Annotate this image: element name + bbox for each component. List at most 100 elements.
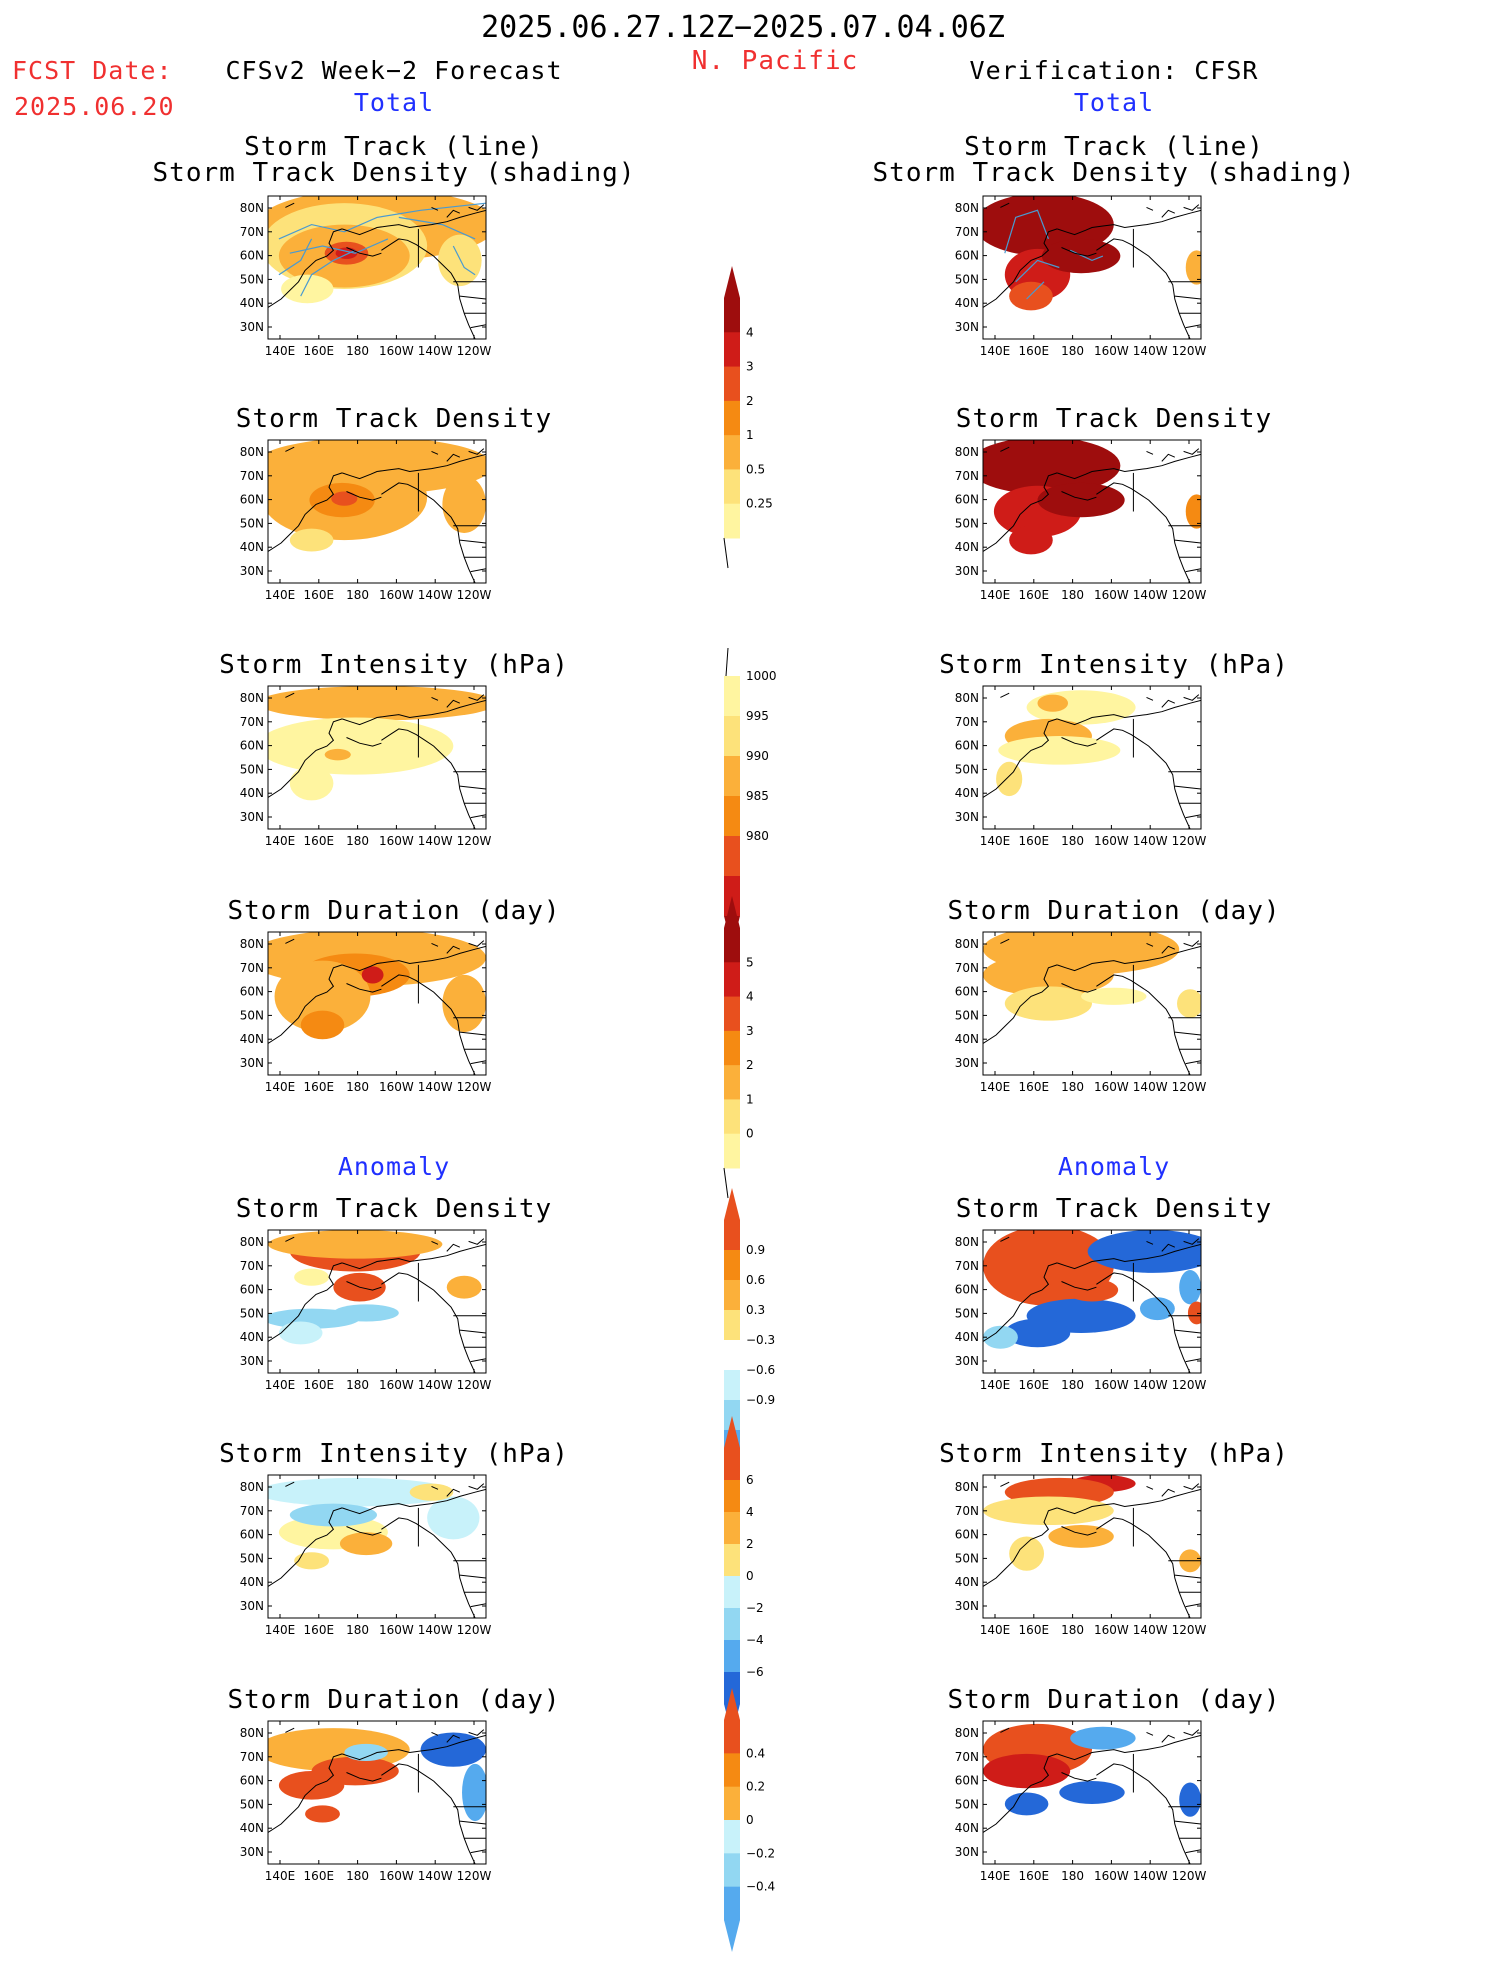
lon-tick-label: 140W: [1133, 834, 1168, 848]
lon-tick-label: 140W: [1133, 1080, 1168, 1094]
coastline: [1000, 692, 1154, 701]
right-duration-title: Storm Duration (day): [947, 896, 1281, 926]
lon-tick-label: 120W: [1172, 344, 1207, 358]
shade-blob: [983, 1325, 1018, 1349]
coastline: [285, 1727, 439, 1736]
bar-segment: [724, 1544, 740, 1577]
lon-tick-label: 160E: [1019, 834, 1050, 848]
coastline: [285, 1481, 439, 1490]
coastline: [983, 1507, 1058, 1587]
coastline: [459, 785, 486, 819]
storm-track-line: [278, 202, 486, 240]
lat-tick-label: 50N: [955, 272, 979, 286]
coastline: [1174, 1031, 1201, 1065]
lat-tick-label: 50N: [240, 1551, 264, 1565]
coastline: [285, 938, 439, 947]
lon-tick-label: 160W: [1094, 588, 1129, 602]
coastline: [1096, 1272, 1191, 1373]
shade-blob: [1004, 1318, 1071, 1348]
coastline: [285, 692, 439, 701]
coastline: [285, 1236, 439, 1245]
bar-label: 3: [746, 360, 754, 374]
bar-segment: [724, 1099, 740, 1135]
right-anom-density-title: Storm Track Density: [955, 1194, 1273, 1224]
bar-segment: [724, 928, 740, 963]
bar-segment: [724, 1853, 740, 1888]
lat-tick-label: 80N: [240, 201, 264, 215]
lat-tick-label: 80N: [240, 1235, 264, 1249]
lat-tick-label: 70N: [240, 469, 264, 483]
lat-tick-label: 60N: [240, 739, 264, 753]
lon-tick-label: 120W: [1172, 1378, 1207, 1392]
shade-blob: [333, 1304, 399, 1322]
lat-tick-label: 30N: [240, 564, 264, 578]
lat-tick-label: 30N: [240, 1599, 264, 1613]
lat-tick-label: 30N: [240, 1845, 264, 1859]
bar-top-arrow: [724, 1688, 740, 1720]
storm-track-line: [1015, 259, 1060, 283]
bar-label: 2: [746, 1537, 754, 1551]
colorbar-duration-total: 5 4 3 2 1 0: [723, 896, 754, 1199]
coastline: [459, 295, 486, 329]
lat-tick-label: 70N: [240, 1750, 264, 1764]
shade-blob: [1070, 1726, 1136, 1750]
lat-tick-label: 70N: [955, 1259, 979, 1273]
lat-tick-label: 50N: [955, 1306, 979, 1320]
bar-segment: [724, 1310, 740, 1341]
coastline: [459, 1820, 486, 1854]
coastline: [1096, 1763, 1191, 1864]
lon-tick-label: 120W: [457, 1623, 492, 1637]
bar-segment: [724, 1220, 740, 1251]
lat-tick-label: 40N: [240, 296, 264, 310]
coastline: [341, 453, 486, 480]
bar-segment: [724, 400, 740, 436]
coastline: [1061, 737, 1097, 747]
shade-blob: [268, 717, 454, 775]
shade-blob: [446, 1275, 482, 1299]
lon-tick-label: 160W: [379, 834, 414, 848]
lat-tick-label: 80N: [240, 1480, 264, 1494]
lat-tick-label: 60N: [240, 493, 264, 507]
coastline: [341, 1488, 486, 1515]
bar-label: 0.6: [746, 1273, 765, 1287]
coastline: [983, 1753, 1058, 1833]
bar-segment: [724, 1512, 740, 1545]
shade-blob: [1009, 525, 1053, 555]
left-duration-title: Storm Duration (day): [227, 896, 561, 926]
lat-tick-label: 50N: [240, 1797, 264, 1811]
shade-blob: [1187, 1301, 1201, 1325]
bar-label: 0.9: [746, 1243, 765, 1257]
right-anom-intensity-title: Storm Intensity (hPa): [939, 1439, 1289, 1469]
lon-tick-label: 160W: [1094, 1378, 1129, 1392]
shade-blob: [289, 1503, 377, 1527]
lat-tick-label: 80N: [240, 691, 264, 705]
shade-blob: [1048, 1525, 1114, 1548]
lat-tick-label: 40N: [955, 1032, 979, 1046]
right-intensity-title: Storm Intensity (hPa): [939, 650, 1289, 680]
coastline: [341, 1734, 486, 1761]
coastline: [1174, 1820, 1201, 1854]
lon-tick-label: 160E: [1019, 1080, 1050, 1094]
left-total-label: Total: [353, 88, 435, 117]
coastline: [446, 694, 485, 708]
bar-segment: [724, 1480, 740, 1513]
shade-blob: [300, 1010, 345, 1040]
coastline: [381, 238, 476, 339]
coastline: [1056, 945, 1201, 972]
shade-blob: [331, 491, 358, 506]
lat-tick-label: 70N: [240, 715, 264, 729]
lon-tick-label: 180: [346, 344, 369, 358]
shade-blob: [1087, 1230, 1201, 1273]
lat-tick-label: 50N: [955, 762, 979, 776]
shade-blob: [268, 454, 428, 541]
bar-segment: [724, 1370, 740, 1401]
shade-blob: [268, 1230, 443, 1259]
storm-track-line: [398, 216, 476, 240]
lat-tick-label: 30N: [955, 1056, 979, 1070]
lat-tick-label: 30N: [955, 564, 979, 578]
bar-label: −0.9: [746, 1393, 775, 1407]
coastline: [381, 482, 476, 583]
shade-blob: [1037, 482, 1125, 518]
